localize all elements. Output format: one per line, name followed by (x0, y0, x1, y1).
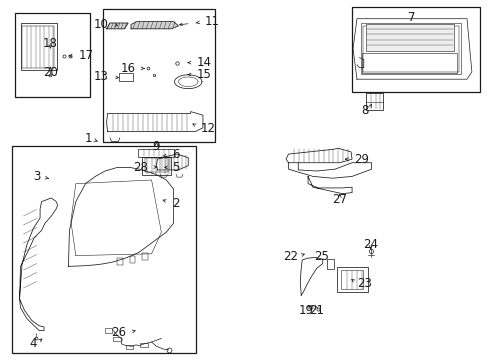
Text: 12: 12 (200, 122, 215, 135)
Text: 15: 15 (197, 68, 211, 81)
Text: 4: 4 (29, 337, 37, 350)
Text: 18: 18 (43, 37, 58, 50)
Text: 5: 5 (172, 161, 179, 174)
Text: 17: 17 (78, 49, 93, 62)
Text: 29: 29 (354, 153, 369, 166)
Text: 20: 20 (43, 66, 58, 78)
Bar (142, 157, 171, 175)
Bar (351, 7, 479, 92)
Bar (142, 253, 147, 260)
Bar (125, 345, 133, 349)
Bar (138, 149, 173, 157)
Text: 7: 7 (407, 11, 415, 24)
Text: 26: 26 (111, 327, 126, 339)
Bar (15, 13, 90, 97)
Text: 10: 10 (94, 18, 108, 31)
Text: 27: 27 (332, 193, 346, 206)
Bar (362, 26, 458, 72)
Polygon shape (131, 22, 178, 29)
Text: 24: 24 (363, 238, 377, 251)
Bar (119, 73, 133, 81)
Bar (140, 343, 148, 347)
Bar (22, 26, 54, 68)
Bar (341, 270, 363, 289)
Bar (104, 328, 112, 333)
Bar (326, 259, 334, 269)
Text: 19: 19 (298, 304, 313, 317)
Bar (365, 24, 453, 51)
Text: 1: 1 (84, 132, 92, 145)
Text: 28: 28 (133, 161, 147, 174)
Bar (113, 337, 121, 341)
Text: 16: 16 (121, 62, 136, 75)
Text: 3: 3 (33, 170, 40, 183)
Bar (365, 93, 382, 110)
Text: 13: 13 (94, 70, 108, 83)
Text: 6: 6 (172, 148, 180, 161)
Text: 22: 22 (283, 250, 298, 263)
Bar (144, 158, 168, 172)
Polygon shape (106, 23, 128, 29)
Bar (12, 146, 195, 353)
Text: 2: 2 (172, 197, 179, 210)
Bar (337, 267, 367, 292)
Text: 23: 23 (356, 277, 371, 290)
Bar (129, 256, 135, 263)
Text: 14: 14 (197, 56, 212, 69)
Text: 25: 25 (313, 250, 328, 263)
Bar (117, 258, 123, 265)
Bar (20, 23, 57, 70)
Text: 9: 9 (152, 140, 160, 153)
Bar (102, 9, 215, 142)
Text: 21: 21 (309, 304, 324, 317)
Bar (361, 53, 456, 73)
Text: 8: 8 (360, 104, 367, 117)
Bar (360, 23, 460, 74)
Text: 11: 11 (204, 15, 219, 28)
